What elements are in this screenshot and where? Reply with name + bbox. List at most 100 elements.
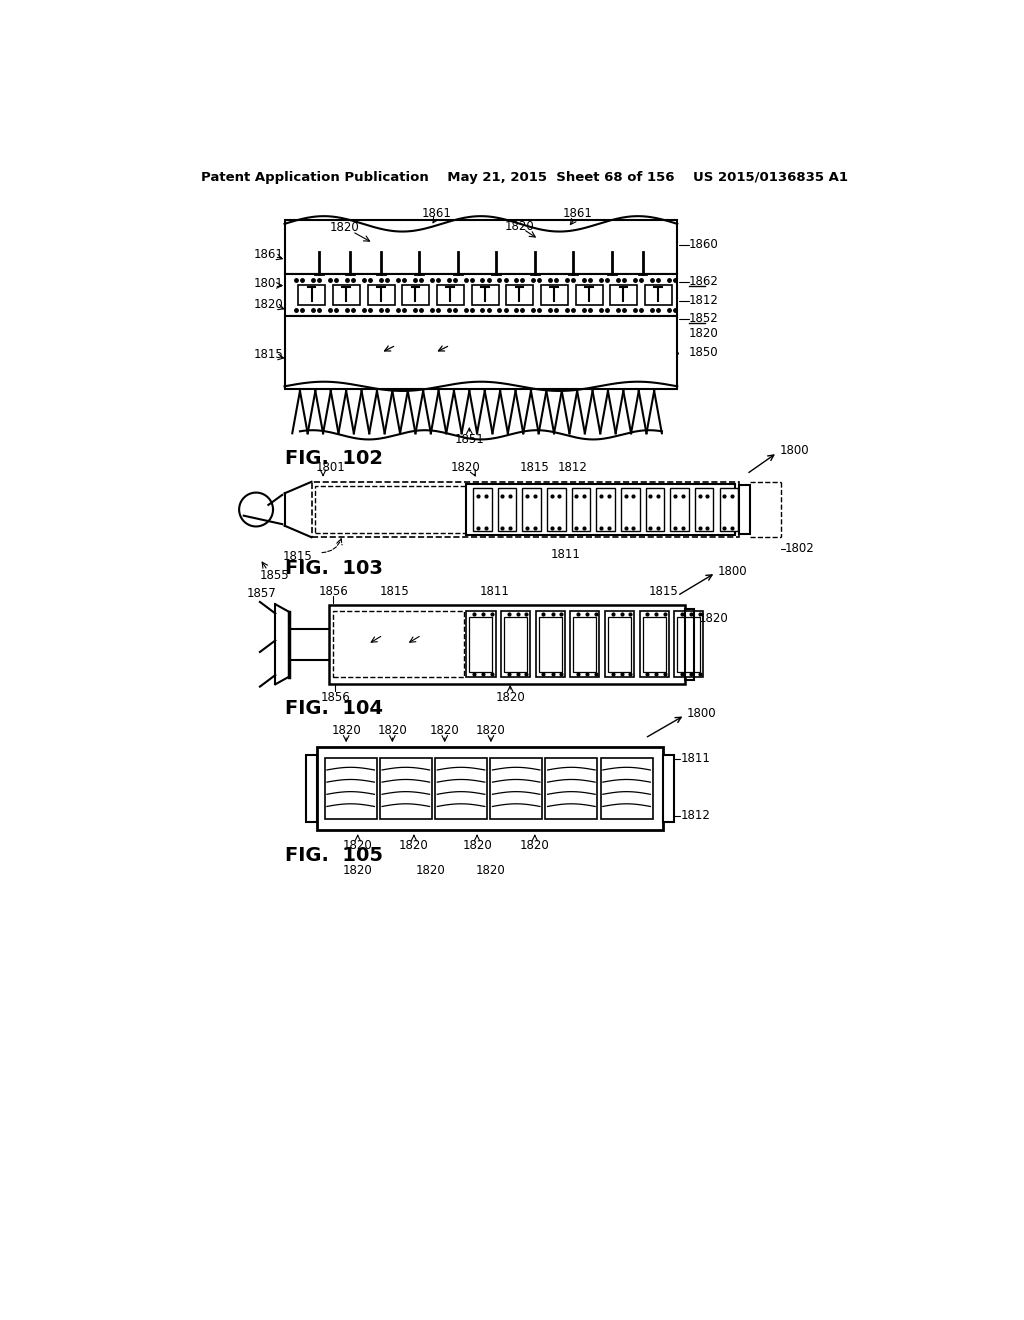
Bar: [536, 611, 565, 677]
Bar: [547, 488, 565, 531]
Text: 1820: 1820: [343, 865, 373, 878]
Bar: [685, 609, 694, 680]
Text: 1862: 1862: [689, 275, 719, 288]
Bar: [285, 220, 677, 389]
Bar: [677, 616, 700, 672]
Bar: [298, 285, 326, 305]
Text: 1815: 1815: [254, 348, 284, 362]
Text: 1820: 1820: [520, 838, 550, 851]
Text: 1811: 1811: [480, 585, 510, 598]
Bar: [522, 488, 541, 531]
Bar: [315, 487, 466, 533]
Bar: [501, 611, 530, 677]
Bar: [472, 285, 499, 305]
Bar: [739, 484, 750, 535]
Bar: [466, 484, 735, 535]
Bar: [608, 616, 631, 672]
Bar: [285, 317, 677, 389]
Text: 1851: 1851: [455, 433, 484, 446]
Bar: [368, 285, 394, 305]
Bar: [380, 758, 432, 818]
Bar: [490, 758, 543, 818]
Bar: [435, 758, 487, 818]
Text: 1820: 1820: [343, 838, 373, 851]
Bar: [695, 488, 714, 531]
Text: 1852: 1852: [689, 312, 719, 325]
Text: FIG.  102: FIG. 102: [285, 449, 383, 469]
Text: 1820: 1820: [430, 723, 460, 737]
Text: 1800: 1800: [686, 708, 716, 721]
Text: 1820: 1820: [332, 723, 361, 737]
Bar: [285, 317, 677, 389]
Bar: [621, 488, 640, 531]
Bar: [316, 747, 664, 830]
Bar: [573, 616, 596, 672]
Bar: [664, 755, 674, 822]
Bar: [333, 285, 360, 305]
Bar: [285, 275, 677, 317]
Text: 1861: 1861: [421, 207, 452, 220]
Text: 1801: 1801: [254, 277, 284, 289]
Bar: [285, 220, 677, 275]
Bar: [437, 285, 464, 305]
Text: FIG.  104: FIG. 104: [285, 700, 383, 718]
Bar: [643, 616, 666, 672]
Bar: [498, 488, 516, 531]
Text: 1820: 1820: [698, 612, 728, 626]
Bar: [596, 488, 614, 531]
Text: 1801: 1801: [315, 462, 345, 474]
Bar: [575, 285, 602, 305]
Text: 1820: 1820: [399, 838, 429, 851]
Text: 1811: 1811: [680, 752, 711, 766]
Bar: [605, 611, 634, 677]
Bar: [506, 285, 534, 305]
Bar: [546, 758, 597, 818]
Bar: [541, 285, 568, 305]
Text: 1856: 1856: [321, 690, 350, 704]
Bar: [610, 285, 637, 305]
Text: 1812: 1812: [689, 294, 719, 308]
Bar: [469, 616, 493, 672]
Bar: [333, 611, 464, 677]
Bar: [311, 482, 739, 537]
Text: 1802: 1802: [785, 543, 815, 556]
Bar: [466, 611, 496, 677]
Bar: [285, 220, 677, 275]
Text: 1820: 1820: [378, 723, 408, 737]
Bar: [674, 611, 703, 677]
Bar: [600, 758, 652, 818]
Bar: [504, 616, 527, 672]
Text: 1815: 1815: [283, 550, 312, 564]
Bar: [671, 488, 689, 531]
Text: 1820: 1820: [416, 865, 445, 878]
Text: 1861: 1861: [562, 207, 592, 220]
Text: 1820: 1820: [689, 327, 719, 341]
Text: 1820: 1820: [451, 462, 480, 474]
Text: 1812: 1812: [558, 462, 588, 474]
Text: 1811: 1811: [551, 548, 581, 561]
Text: 1815: 1815: [519, 462, 549, 474]
Text: 1800: 1800: [779, 445, 809, 458]
Text: 1860: 1860: [689, 238, 719, 251]
Text: 1820: 1820: [496, 690, 525, 704]
Bar: [720, 488, 738, 531]
Bar: [640, 611, 669, 677]
Bar: [570, 611, 599, 677]
Bar: [646, 488, 665, 531]
Bar: [473, 488, 492, 531]
Text: 1815: 1815: [380, 585, 410, 598]
Bar: [539, 616, 562, 672]
Bar: [571, 488, 590, 531]
Text: 1820: 1820: [505, 219, 535, 232]
Text: FIG.  105: FIG. 105: [285, 846, 383, 865]
Text: 1850: 1850: [689, 346, 719, 359]
Text: 1820: 1820: [476, 865, 506, 878]
Text: 1812: 1812: [680, 809, 711, 822]
Bar: [402, 285, 429, 305]
Text: 1820: 1820: [462, 838, 492, 851]
Text: 1800: 1800: [718, 565, 748, 578]
Bar: [325, 758, 377, 818]
Text: 1820: 1820: [476, 723, 506, 737]
Bar: [645, 285, 672, 305]
Text: FIG.  103: FIG. 103: [285, 558, 382, 578]
